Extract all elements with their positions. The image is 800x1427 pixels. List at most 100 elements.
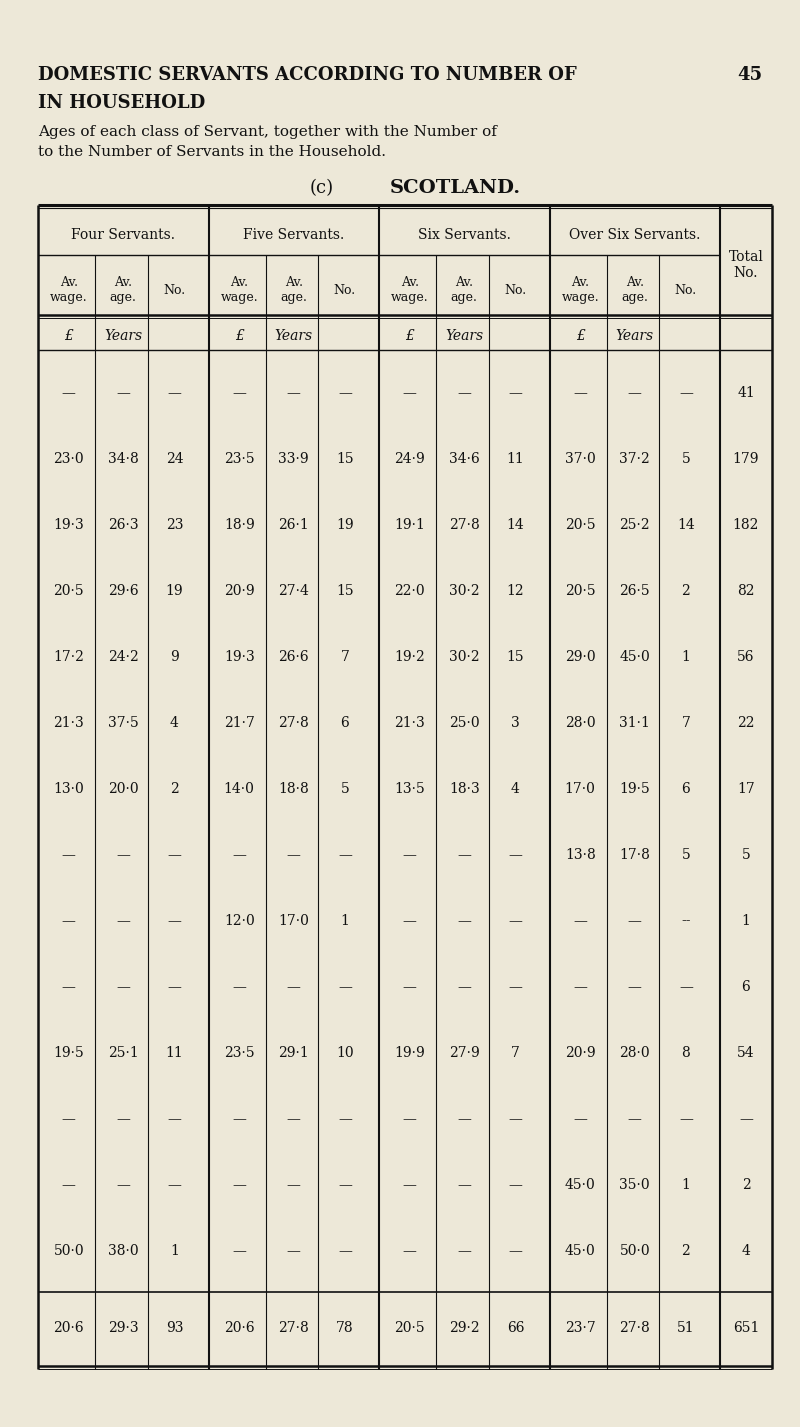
Text: 56: 56 (738, 651, 754, 664)
Text: 19·3: 19·3 (54, 518, 84, 532)
Text: —: — (167, 915, 182, 928)
Text: 29·2: 29·2 (449, 1321, 479, 1336)
Text: —: — (338, 848, 352, 862)
Text: —: — (458, 915, 471, 928)
Text: —: — (287, 1179, 301, 1192)
Text: 13·8: 13·8 (565, 848, 595, 862)
Text: —: — (167, 848, 182, 862)
Text: DOMESTIC SERVANTS ACCORDING TO NUMBER OF: DOMESTIC SERVANTS ACCORDING TO NUMBER OF (38, 66, 577, 84)
Text: 25·2: 25·2 (619, 518, 650, 532)
Text: 19: 19 (336, 518, 354, 532)
Text: 24·2: 24·2 (108, 651, 138, 664)
Text: 1: 1 (742, 915, 750, 928)
Text: Years: Years (445, 328, 483, 342)
Text: —: — (628, 915, 642, 928)
Text: 2: 2 (682, 584, 690, 598)
Text: —: — (458, 1112, 471, 1126)
Text: 30·2: 30·2 (449, 584, 479, 598)
Text: —: — (338, 1179, 352, 1192)
Text: 37·0: 37·0 (565, 452, 595, 467)
Text: 20·9: 20·9 (224, 584, 254, 598)
Text: Six Servants.: Six Servants. (418, 228, 510, 243)
Text: 5: 5 (682, 848, 690, 862)
Text: 26·3: 26·3 (108, 518, 138, 532)
Text: —: — (116, 980, 130, 995)
Text: 20·5: 20·5 (565, 584, 595, 598)
Text: 182: 182 (733, 518, 759, 532)
Text: —: — (232, 1179, 246, 1192)
Text: 1: 1 (170, 1244, 179, 1259)
Text: 45·0: 45·0 (619, 651, 650, 664)
Text: —: — (338, 1244, 352, 1259)
Text: 24: 24 (166, 452, 183, 467)
Text: 23·5: 23·5 (224, 452, 254, 467)
Text: 29·0: 29·0 (565, 651, 595, 664)
Text: 27·8: 27·8 (619, 1321, 650, 1336)
Text: —: — (739, 1112, 753, 1126)
Text: —: — (402, 980, 417, 995)
Text: 13·0: 13·0 (54, 782, 84, 796)
Text: —: — (509, 1112, 522, 1126)
Text: Av.
age.: Av. age. (280, 275, 307, 304)
Text: 12: 12 (506, 584, 524, 598)
Text: (c): (c) (310, 178, 334, 197)
Text: to the Number of Servants in the Household.: to the Number of Servants in the Househo… (38, 146, 386, 158)
Text: —: — (116, 848, 130, 862)
Text: —: — (167, 980, 182, 995)
Text: 6: 6 (682, 782, 690, 796)
Text: 6: 6 (341, 716, 350, 731)
Text: 28·0: 28·0 (619, 1046, 650, 1060)
Text: 12·0: 12·0 (224, 915, 254, 928)
Text: 30·2: 30·2 (449, 651, 479, 664)
Text: 26·1: 26·1 (278, 518, 309, 532)
Text: 17·2: 17·2 (54, 651, 84, 664)
Text: 28·0: 28·0 (565, 716, 595, 731)
Text: 7: 7 (341, 651, 350, 664)
Text: —: — (458, 385, 471, 400)
Text: —: — (402, 1112, 417, 1126)
Text: 27·8: 27·8 (449, 518, 480, 532)
Text: 11: 11 (506, 452, 524, 467)
Text: —: — (62, 915, 76, 928)
Text: Five Servants.: Five Servants. (243, 228, 344, 243)
Text: —: — (232, 1244, 246, 1259)
Text: 27·4: 27·4 (278, 584, 309, 598)
Text: —: — (232, 385, 246, 400)
Text: 29·1: 29·1 (278, 1046, 309, 1060)
Text: £: £ (406, 328, 414, 342)
Text: —: — (116, 1179, 130, 1192)
Text: 20·6: 20·6 (224, 1321, 254, 1336)
Text: 23·5: 23·5 (224, 1046, 254, 1060)
Text: Years: Years (274, 328, 313, 342)
Text: —: — (287, 1244, 301, 1259)
Text: £: £ (576, 328, 585, 342)
Text: —: — (402, 848, 417, 862)
Text: 20·5: 20·5 (565, 518, 595, 532)
Text: —: — (402, 385, 417, 400)
Text: 15: 15 (506, 651, 524, 664)
Text: —: — (287, 848, 301, 862)
Text: 17: 17 (737, 782, 755, 796)
Text: Av.
wage.: Av. wage. (391, 275, 429, 304)
Text: 24·9: 24·9 (394, 452, 425, 467)
Text: 20·6: 20·6 (54, 1321, 84, 1336)
Text: —: — (62, 1179, 76, 1192)
Text: 37·2: 37·2 (619, 452, 650, 467)
Text: Ages of each class of Servant, together with the Number of: Ages of each class of Servant, together … (38, 126, 497, 138)
Text: 17·8: 17·8 (619, 848, 650, 862)
Text: 51: 51 (677, 1321, 694, 1336)
Text: Total
No.: Total No. (729, 250, 763, 280)
Text: —: — (458, 980, 471, 995)
Text: No.: No. (504, 284, 526, 297)
Text: 82: 82 (738, 584, 754, 598)
Text: —: — (574, 915, 587, 928)
Text: 11: 11 (166, 1046, 183, 1060)
Text: 54: 54 (737, 1046, 755, 1060)
Text: Four Servants.: Four Servants. (71, 228, 175, 243)
Text: 17·0: 17·0 (278, 915, 309, 928)
Text: Av.
wage.: Av. wage. (50, 275, 87, 304)
Text: —: — (338, 980, 352, 995)
Text: 20·5: 20·5 (54, 584, 84, 598)
Text: —: — (167, 1179, 182, 1192)
Text: —: — (232, 980, 246, 995)
